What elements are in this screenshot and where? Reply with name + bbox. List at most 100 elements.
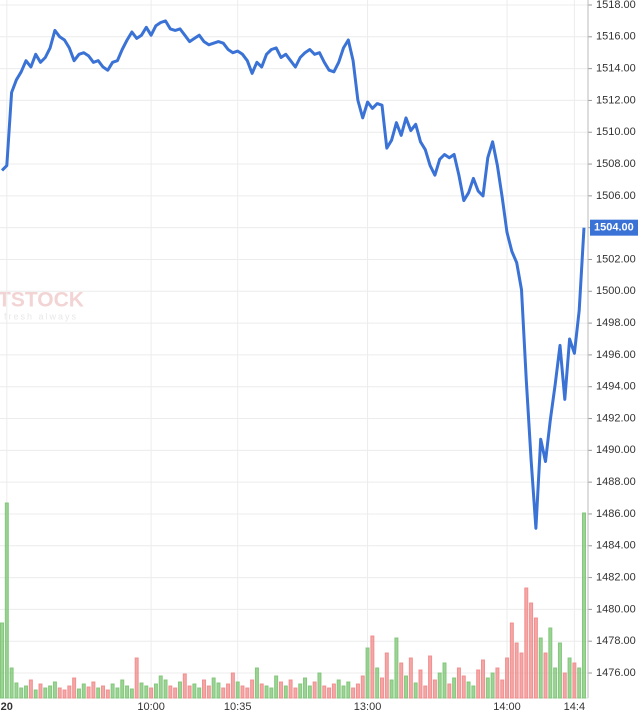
volume-bar (278, 681, 283, 699)
volume-bar (423, 685, 428, 699)
volume-bar (254, 667, 259, 699)
volume-bar (197, 687, 202, 699)
volume-bar (283, 685, 288, 699)
volume-bar (202, 679, 207, 699)
volume-bar (404, 675, 409, 699)
last-price-box (590, 219, 638, 236)
volume-bar (312, 681, 317, 699)
x-tick-label: 14:4 (564, 701, 585, 713)
volume-bar (509, 622, 514, 699)
volume-bar (379, 677, 384, 699)
volume-bar (394, 637, 399, 699)
volume-bar (428, 655, 433, 699)
volume-bar (456, 667, 461, 699)
volume-bar (158, 675, 163, 699)
volume-bar (43, 687, 48, 699)
volume-bar (33, 689, 38, 699)
x-tick-label: 14:00 (493, 701, 521, 713)
volume-bar (567, 657, 572, 699)
y-tick-label: 1502.00 (596, 253, 636, 265)
volume-bar (187, 685, 192, 699)
volume-bar (62, 689, 67, 699)
volume-bar (461, 675, 466, 699)
volume-bar (101, 685, 106, 699)
y-tick-label: 1512.00 (596, 94, 636, 106)
y-tick-label: 1480.00 (596, 603, 636, 615)
volume-bar (490, 672, 495, 699)
volume-bar (240, 685, 245, 699)
volume-bar (211, 677, 216, 699)
volume-bar (105, 689, 110, 699)
volume-bar (115, 687, 120, 699)
volume-bar (144, 685, 149, 699)
y-tick-label: 1476.00 (596, 667, 636, 679)
volume-bar (245, 687, 250, 699)
volume-bar (221, 687, 226, 699)
volume-bar (192, 683, 197, 699)
volume-bar (466, 681, 471, 699)
x-tick-label: 10:35 (224, 701, 252, 713)
volume-bar (274, 675, 279, 699)
volume-bar (553, 667, 558, 699)
y-tick-label: 1488.00 (596, 476, 636, 488)
volume-bar (548, 627, 553, 699)
volume-bar (495, 667, 500, 699)
volume-bar (182, 673, 187, 699)
x-tick-label: 13:00 (354, 701, 382, 713)
volume-bar (524, 587, 529, 699)
volume-bar (572, 662, 577, 699)
volume-bar (514, 642, 519, 699)
volume-bar (557, 642, 562, 699)
price-line (0, 19, 586, 530)
volume-bar (437, 672, 442, 699)
y-tick-label: 1516.00 (596, 31, 636, 43)
volume-bar (346, 681, 351, 699)
volume-bar (177, 681, 182, 699)
volume-bar (216, 682, 221, 699)
volume-bar (471, 685, 476, 699)
volume-bar (134, 657, 139, 699)
watermark: TSTOCK (0, 289, 84, 312)
volume-bar (139, 682, 144, 699)
volume-bar (173, 687, 178, 699)
y-tick-label: 1492.00 (596, 412, 636, 424)
volume-bar (230, 672, 235, 699)
volume-bar (259, 683, 264, 699)
volume-bar (206, 685, 211, 699)
volume-bar (57, 687, 62, 699)
volume-bar (28, 679, 33, 699)
y-tick-label: 1486.00 (596, 508, 636, 520)
volume-bar (235, 681, 240, 699)
volume-bar (14, 682, 19, 699)
volume-bar (269, 687, 274, 699)
volume-bar (505, 657, 510, 699)
volume-bar (582, 512, 586, 699)
volume-bar (4, 502, 9, 699)
volume-bar (336, 679, 341, 699)
volume-bar (76, 688, 81, 699)
volume-bar (81, 683, 86, 699)
volume-bar (125, 685, 130, 699)
volume-bar (533, 617, 538, 699)
volume-bar (322, 685, 327, 699)
volume-bar (317, 672, 322, 699)
volume-bar (331, 683, 336, 699)
volume-bar (67, 685, 72, 699)
y-tick-label: 1478.00 (596, 635, 636, 647)
y-tick-label: 1484.00 (596, 540, 636, 552)
volume-bar (38, 683, 43, 699)
y-tick-label: 1496.00 (596, 349, 636, 361)
volume-bar (360, 675, 365, 699)
volume-bar (19, 687, 24, 699)
volume-bar (452, 677, 457, 699)
volume-bar (375, 667, 380, 699)
volume-bar (9, 667, 14, 699)
y-tick-label: 1494.00 (596, 381, 636, 393)
volume-bar (327, 687, 332, 699)
volume-bar (120, 679, 125, 699)
volume-bar (432, 679, 437, 699)
volume-bar (293, 687, 298, 699)
volume-bar (307, 685, 312, 699)
volume-bar (476, 669, 481, 699)
volume-bar (384, 652, 389, 699)
